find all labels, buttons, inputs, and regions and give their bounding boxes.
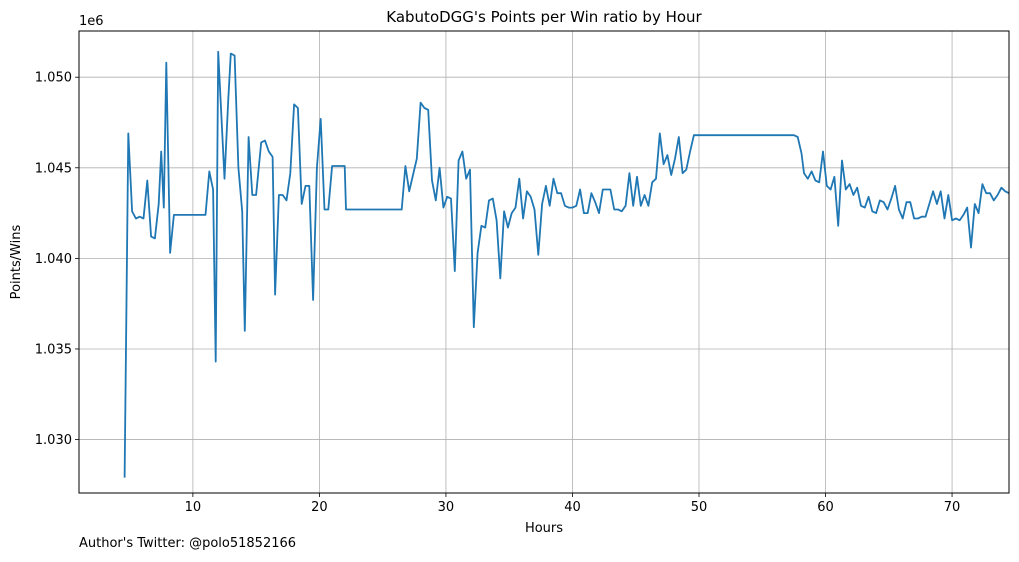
y-offset-label: 1e6 (79, 14, 104, 29)
y-tick-label: 1.045 (35, 161, 72, 176)
grid-lines (79, 31, 1009, 493)
y-tick-label: 1.040 (35, 252, 72, 267)
plot-area (79, 31, 1009, 493)
y-tick-label: 1.035 (35, 342, 72, 357)
x-tick-label: 50 (691, 500, 708, 515)
x-tick-label: 60 (817, 500, 834, 515)
plot-frame (78, 30, 1010, 494)
y-axis-label: Points/Wins (9, 224, 24, 299)
x-tick-label: 30 (438, 500, 455, 515)
x-tick-label: 10 (185, 500, 202, 515)
x-tick-label: 70 (944, 500, 961, 515)
y-tick-label: 1.050 (35, 71, 72, 86)
x-axis-label: Hours (525, 521, 563, 536)
series-line (123, 50, 1010, 478)
chart-title: KabutoDGG's Points per Win ratio by Hour (386, 8, 702, 26)
author-footer: Author's Twitter: @polo51852166 (79, 536, 297, 551)
x-tick-label: 20 (311, 500, 328, 515)
y-tick-label: 1.030 (35, 433, 72, 448)
axis-ticks: 10 20 30 40 50 60 70 1.030 1.035 1.040 1.045 1.050 (35, 71, 961, 515)
x-tick-label: 40 (564, 500, 581, 515)
